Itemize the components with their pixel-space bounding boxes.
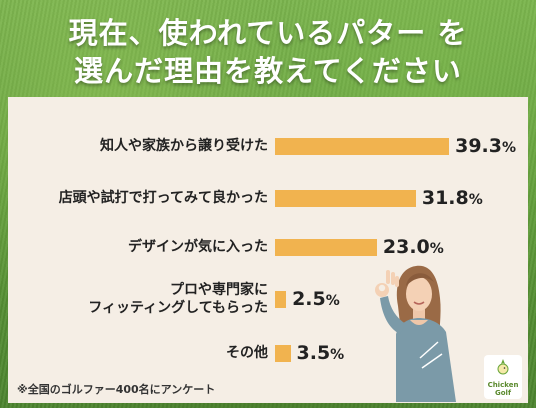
value-unit: % [468,192,483,208]
title-line-1: 現在、使われているパター を [68,16,468,50]
category-label-line: 店頭や試打で打ってみて良かった [58,190,268,206]
value-label: 39.3% [455,135,516,159]
bar [275,138,450,155]
footnote: ※全国のゴルファー400名にアンケート [17,383,216,396]
chicken-golf-logo: Chicken Golf [484,355,522,399]
bar [275,190,416,207]
bar [275,345,291,362]
value-label: 3.5% [297,342,345,366]
value-number: 2.5 [292,288,326,310]
category-label: デザインが気に入った [28,238,268,256]
value-number: 23.0 [382,236,430,258]
category-label-line: デザインが気に入った [128,239,268,255]
title-line-2: 選んだ理由を教えてください [74,54,462,88]
category-label-line: プロや専門家に [170,282,268,298]
chicken-icon [497,359,509,375]
woman-ok-gesture-illustration [375,265,456,402]
category-label: 店頭や試打で打ってみて良かった [28,189,268,207]
value-unit: % [330,347,345,363]
value-label: 2.5% [292,288,340,312]
chart-title: 現在、使われているパター を 選んだ理由を教えてください [0,14,536,90]
category-label-line: フィッティングしてもらった [88,300,268,316]
logo-text-line1: Chicken [487,381,519,389]
value-number: 39.3 [455,135,502,157]
category-label-line: 知人や家族から譲り受けた [100,138,268,154]
value-number: 3.5 [296,342,331,364]
value-number: 31.8 [421,187,469,209]
category-label-line: その他 [226,345,268,361]
value-unit: % [501,140,517,156]
value-label: 23.0% [383,236,444,260]
value-unit: % [325,293,340,309]
logo-text-line2: Golf [495,389,511,397]
category-label: その他 [28,344,268,362]
category-label: プロや専門家にフィッティングしてもらった [28,281,268,317]
bar [275,239,377,256]
value-unit: % [429,241,444,257]
bar [275,291,287,308]
value-label: 31.8% [422,187,483,211]
category-label: 知人や家族から譲り受けた [28,137,268,155]
